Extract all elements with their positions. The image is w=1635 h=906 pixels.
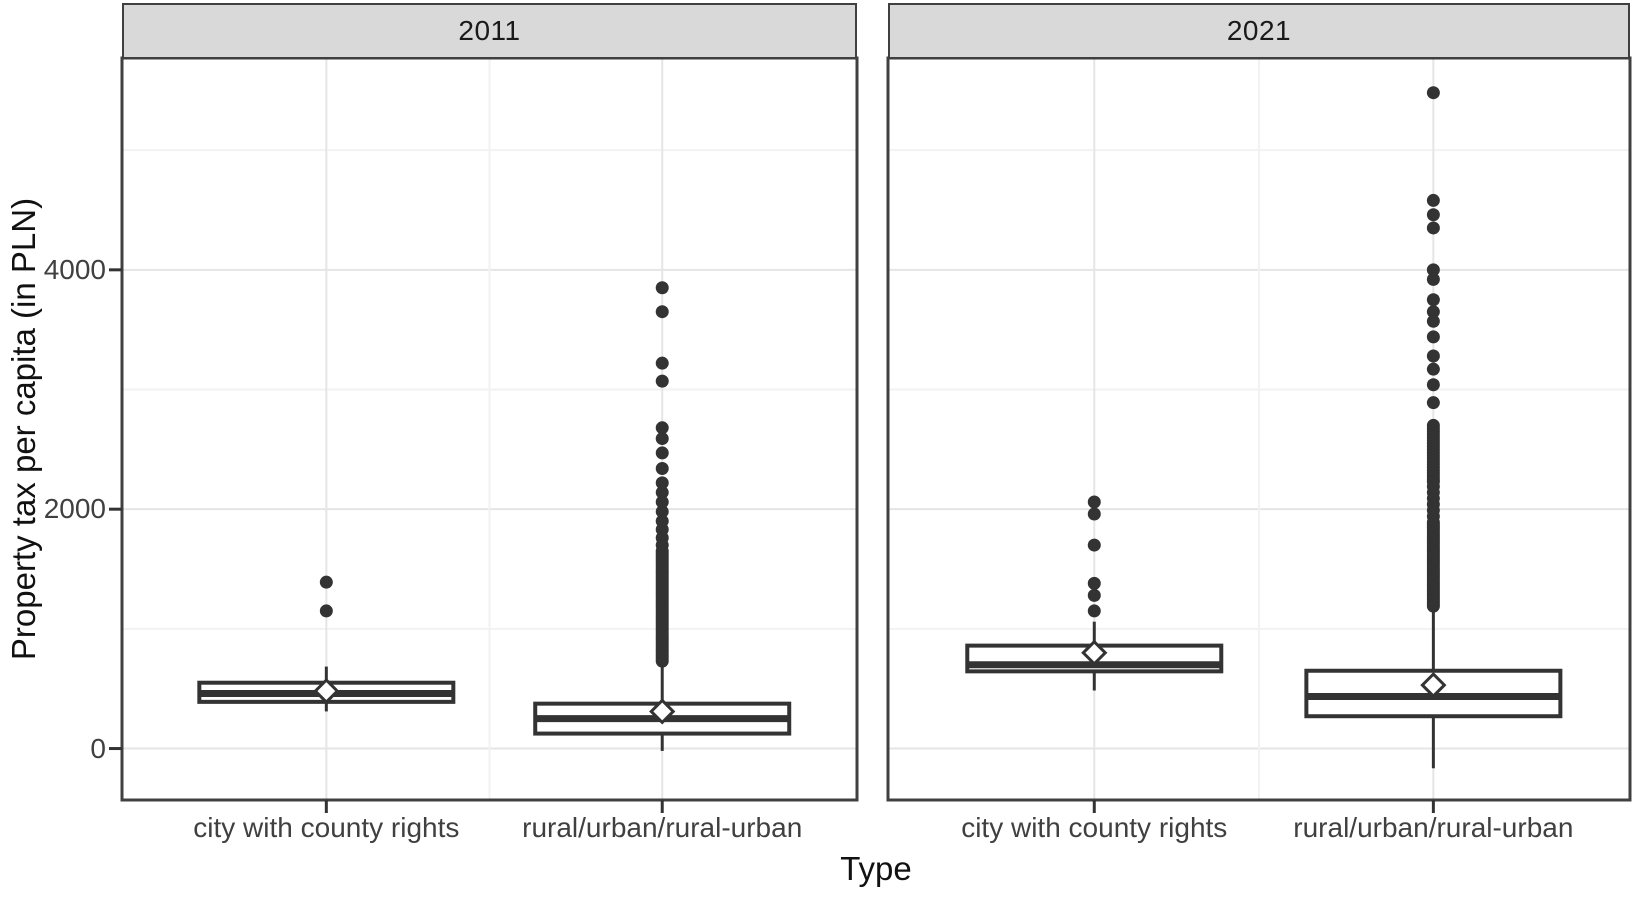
outlier-dot (1426, 396, 1440, 410)
outlier-dot (1087, 604, 1101, 618)
outlier-dot (1426, 208, 1440, 222)
outlier-dot (1087, 538, 1101, 552)
outlier-dot (1426, 86, 1440, 100)
outlier-dot (1426, 330, 1440, 344)
outlier-dot (655, 505, 669, 519)
x-tick-label-2011-rural: rural/urban/rural-urban (522, 812, 803, 843)
outlier-dot (1426, 362, 1440, 376)
outlier-dot (1426, 378, 1440, 392)
outlier-dot (1087, 495, 1101, 509)
outlier-dot (1426, 221, 1440, 235)
outlier-dot (1426, 272, 1440, 286)
outlier-dot (655, 495, 669, 509)
outlier-dot (1087, 507, 1101, 521)
mean-diamond (1420, 671, 1447, 699)
outlier-dot (655, 476, 669, 490)
outlier-dot (655, 485, 669, 499)
outlier-dot (655, 305, 669, 319)
outlier-dot (655, 281, 669, 295)
outlier-dot (655, 446, 669, 460)
outlier-dot (655, 432, 669, 446)
y-axis-title: Property tax per capita (in PLN) (5, 197, 42, 661)
outlier-dot (1426, 293, 1440, 307)
mean-diamond (313, 677, 340, 705)
outlier-dot (655, 374, 669, 388)
outlier-dot (1426, 305, 1440, 319)
outlier-dot (655, 421, 669, 435)
outlier-dot (319, 604, 333, 618)
x-axis-title: Type (840, 850, 912, 887)
outlier-dot (1087, 588, 1101, 602)
outlier-dot (655, 461, 669, 475)
outlier-dot (655, 356, 669, 370)
y-tick-label-0: 0 (90, 732, 106, 764)
facet-strip-2021: 2021 (888, 3, 1630, 59)
y-tick-label-2000: 2000 (43, 493, 106, 525)
outlier-dot (1426, 314, 1440, 328)
x-tick-label-2021-city: city with county rights (961, 812, 1228, 843)
facet-strip-2011: 2011 (122, 3, 857, 59)
outlier-dot (655, 654, 669, 668)
y-tick-label-4000: 4000 (43, 253, 106, 285)
outlier-dot (1426, 263, 1440, 277)
outlier-dot (1426, 599, 1440, 613)
outlier-dot (319, 575, 333, 589)
outlier-dot (1426, 193, 1440, 207)
outlier-dot (1087, 576, 1101, 590)
mean-diamond (1081, 639, 1108, 666)
outlier-dot (1426, 349, 1440, 363)
facet-strip-2021-label: 2021 (1226, 15, 1292, 46)
x-tick-label-2011-city: city with county rights (193, 812, 460, 843)
x-tick-label-2021-rural: rural/urban/rural-urban (1293, 812, 1574, 843)
mean-diamond (649, 698, 676, 725)
facet-strip-2011-label: 2011 (458, 15, 521, 46)
